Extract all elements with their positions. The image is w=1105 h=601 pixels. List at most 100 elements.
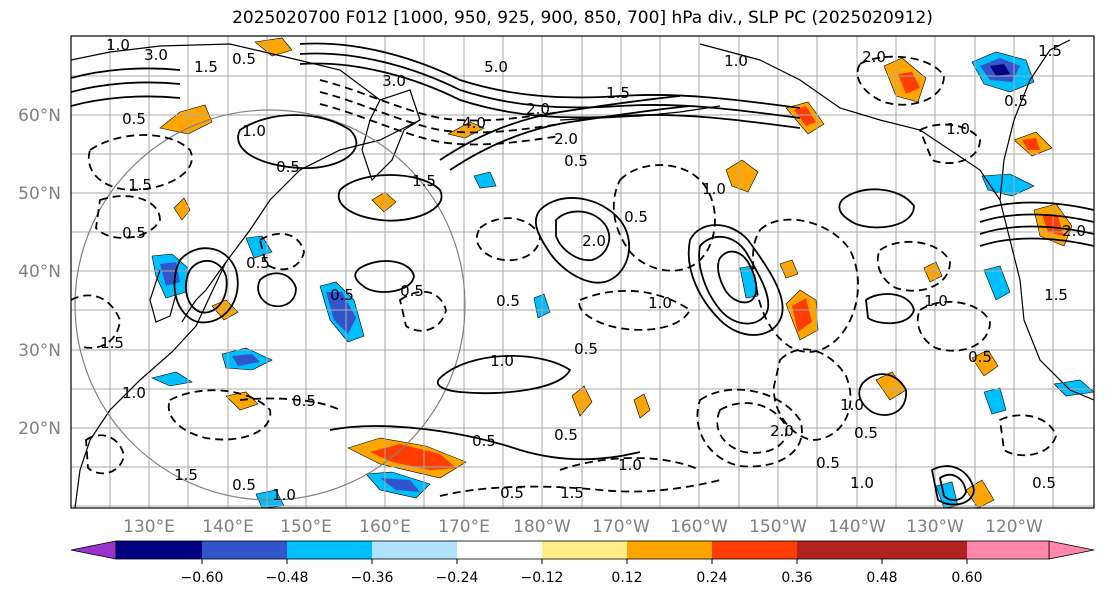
coastline-alaska (699, 43, 1094, 401)
lon-label-180w: 180°W (513, 517, 571, 537)
colorbar-segment (712, 541, 797, 559)
contour-label: 1.0 (106, 36, 130, 54)
contour-label: 1.5 (128, 176, 152, 194)
contour-dashed (916, 300, 991, 352)
contour-dashed (398, 290, 447, 332)
contour-label: 4.0 (462, 114, 486, 132)
contour-dashed (258, 232, 305, 271)
contour-label: 1.0 (840, 396, 864, 414)
lon-label-150w: 150°W (749, 517, 807, 537)
contour-label: 0.5 (1032, 474, 1056, 492)
contour-label: 0.5 (292, 392, 316, 410)
contour-label: 0.5 (554, 426, 578, 444)
contour-solid (449, 105, 691, 171)
contour-label: 0.5 (496, 292, 520, 310)
contour-dashed (696, 388, 803, 468)
contour-label: 1.5 (1044, 286, 1068, 304)
contour-label: 1.0 (702, 180, 726, 198)
contour-solid (329, 425, 641, 461)
contour-label: 1.5 (1038, 42, 1062, 60)
contour-solid (698, 236, 770, 325)
lon-label-130w: 130°W (906, 517, 964, 537)
shade-orange (447, 121, 485, 139)
colorbar-segment (202, 541, 287, 559)
contour-solid (71, 81, 181, 93)
contour-label: 0.5 (246, 254, 270, 272)
contour-dashed (876, 240, 951, 292)
contour-solid (979, 201, 1094, 211)
contour-dashed (319, 79, 561, 122)
contour-label: 1.5 (100, 334, 124, 352)
contour-dashed (612, 164, 716, 272)
contour-dashed (475, 217, 541, 262)
contour-solid (838, 188, 915, 229)
shade-orange (633, 393, 651, 419)
lon-label-160w: 160°W (670, 517, 728, 537)
contour-label: 0.5 (232, 50, 256, 68)
shade-darkblue (326, 292, 356, 334)
lat-label-20n: 20°N (18, 419, 61, 439)
colorbar-label: −0.36 (351, 570, 394, 586)
contour-solid (299, 52, 801, 119)
contour-label: 0.5 (854, 424, 878, 442)
shade-darkblue (380, 478, 420, 492)
contour-dashed (85, 434, 125, 475)
shade-blue (473, 171, 497, 189)
contour-label: 1.0 (648, 294, 672, 312)
contour-label: 0.5 (816, 454, 840, 472)
contour-solid (439, 95, 681, 161)
coastline-japan (181, 261, 227, 323)
contours-solid (71, 42, 1094, 506)
contour-label: 1.5 (412, 172, 436, 190)
contours-dashed (71, 55, 1057, 497)
coastline-asia (71, 43, 421, 508)
contour-label: 1.0 (490, 352, 514, 370)
shade-orange (779, 259, 799, 279)
contour-dashed (578, 289, 692, 331)
contour-label: 1.0 (850, 474, 874, 492)
shade-orange (371, 191, 397, 213)
contour-label: 0.5 (400, 282, 424, 300)
contour-label: 1.5 (560, 484, 584, 502)
contour-dashed (239, 397, 341, 411)
contour-label: 0.5 (232, 476, 256, 494)
contour-solid (979, 213, 1094, 223)
shade-red (1022, 138, 1040, 150)
contour-label: 0.5 (968, 348, 992, 366)
contour-solid (299, 42, 801, 109)
shade-orange (254, 37, 293, 57)
colorbar-segment (116, 541, 202, 559)
contour-dashed (856, 55, 945, 106)
colorbar-extend-low (70, 540, 117, 560)
contour-dashed (319, 91, 561, 134)
shade-blue (245, 235, 273, 259)
contour-solid (185, 260, 228, 314)
contour-label: 1.0 (242, 122, 266, 140)
contour-label: 0.5 (122, 110, 146, 128)
contour-label: 0.5 (500, 484, 524, 502)
latitude-labels: 60°N 50°N 40°N 30°N 20°N (18, 106, 61, 439)
shade-blue (981, 173, 1035, 197)
contour-dashed (773, 348, 852, 441)
contour-solid (257, 272, 297, 308)
contour-label: 1.0 (924, 292, 948, 310)
contour-solid (687, 224, 784, 336)
lat-label-40n: 40°N (18, 262, 61, 282)
contour-label: 3.0 (144, 46, 168, 64)
contour-dashed (918, 123, 981, 164)
contour-label: 0.5 (472, 432, 496, 450)
contour-dashed (87, 134, 193, 191)
colorbar: −0.60 −0.48 −0.36 −0.24 −0.12 0.12 0.24 … (70, 540, 1095, 586)
contour-solid (555, 210, 611, 261)
colorbar-segment (627, 541, 712, 559)
lon-label-170w: 170°W (592, 517, 650, 537)
contour-label: 0.5 (1004, 92, 1028, 110)
contour-label: 2.0 (770, 422, 794, 440)
contour-label: 0.5 (564, 152, 588, 170)
contour-solid (71, 95, 181, 107)
contour-label: 2.0 (862, 48, 886, 66)
colorbar-label: −0.60 (181, 570, 224, 586)
shade-blue (983, 265, 1011, 301)
colorbar-segment (287, 541, 372, 559)
colorbar-segment (457, 541, 542, 559)
